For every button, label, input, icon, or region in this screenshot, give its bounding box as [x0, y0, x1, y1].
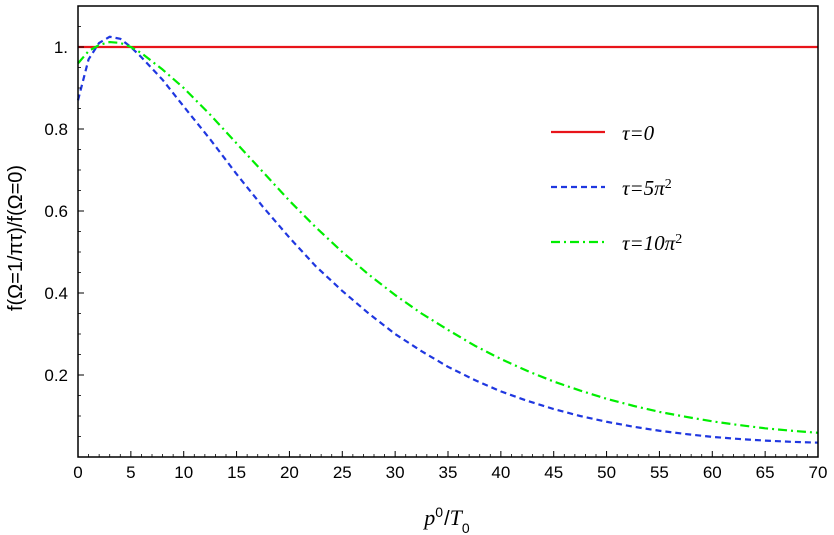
x-tick-label: 50	[597, 463, 616, 482]
x-tick-label: 65	[756, 463, 775, 482]
x-tick-label: 20	[280, 463, 299, 482]
x-axis-label: p0/T0	[422, 504, 470, 535]
x-tick-label: 70	[809, 463, 828, 482]
x-tick-label: 45	[544, 463, 563, 482]
legend-label-text: τ=0	[622, 121, 655, 145]
x-axis-ticks: 0 5 10 15 20 25 30 35 40 45 50 55 60 65 70	[73, 451, 827, 482]
legend-label-sup: 2	[665, 177, 672, 192]
y-tick-label: 0.6	[44, 202, 68, 221]
y-tick-label: 0.2	[44, 366, 68, 385]
series-line-2	[76, 35, 819, 444]
legend-label-sup: 2	[675, 232, 682, 247]
legend-label-text: τ=10π	[622, 231, 676, 255]
x-tick-label: 35	[439, 463, 458, 482]
x-label-sep: /	[444, 508, 450, 530]
plot-frame	[77, 5, 819, 458]
y-tick-label: 0.4	[44, 284, 68, 303]
x-label-sup: 0	[435, 504, 443, 520]
legend-label-1: τ=0	[622, 121, 655, 145]
x-tick-label: 40	[491, 463, 510, 482]
x-tick-label: 15	[227, 463, 246, 482]
x-tick-label: 25	[333, 463, 352, 482]
legend-label-3: τ=10π2	[622, 231, 682, 255]
y-tick-label: 0.8	[44, 120, 68, 139]
legend-label-text: τ=5π	[622, 176, 665, 200]
y-axis-label: f(Ω=1/πτ)/f(Ω=0)	[5, 165, 27, 311]
x-tick-label: 10	[174, 463, 193, 482]
x-tick-label: 0	[73, 463, 82, 482]
x-label-base: p	[422, 505, 435, 530]
x-tick-label: 55	[650, 463, 669, 482]
x-label-base2: T	[450, 505, 464, 530]
x-tick-label: 5	[126, 463, 135, 482]
x-tick-label: 60	[703, 463, 722, 482]
series-line-3	[77, 40, 819, 434]
y-tick-label: 1.	[54, 38, 68, 57]
legend-label-2: τ=5π2	[622, 176, 672, 200]
plot-series	[76, 35, 819, 444]
y-axis-ticks: 0.2 0.4 0.6 0.8 1.	[44, 26, 84, 437]
x-label-sub: 0	[462, 520, 470, 535]
x-tick-label: 30	[386, 463, 405, 482]
